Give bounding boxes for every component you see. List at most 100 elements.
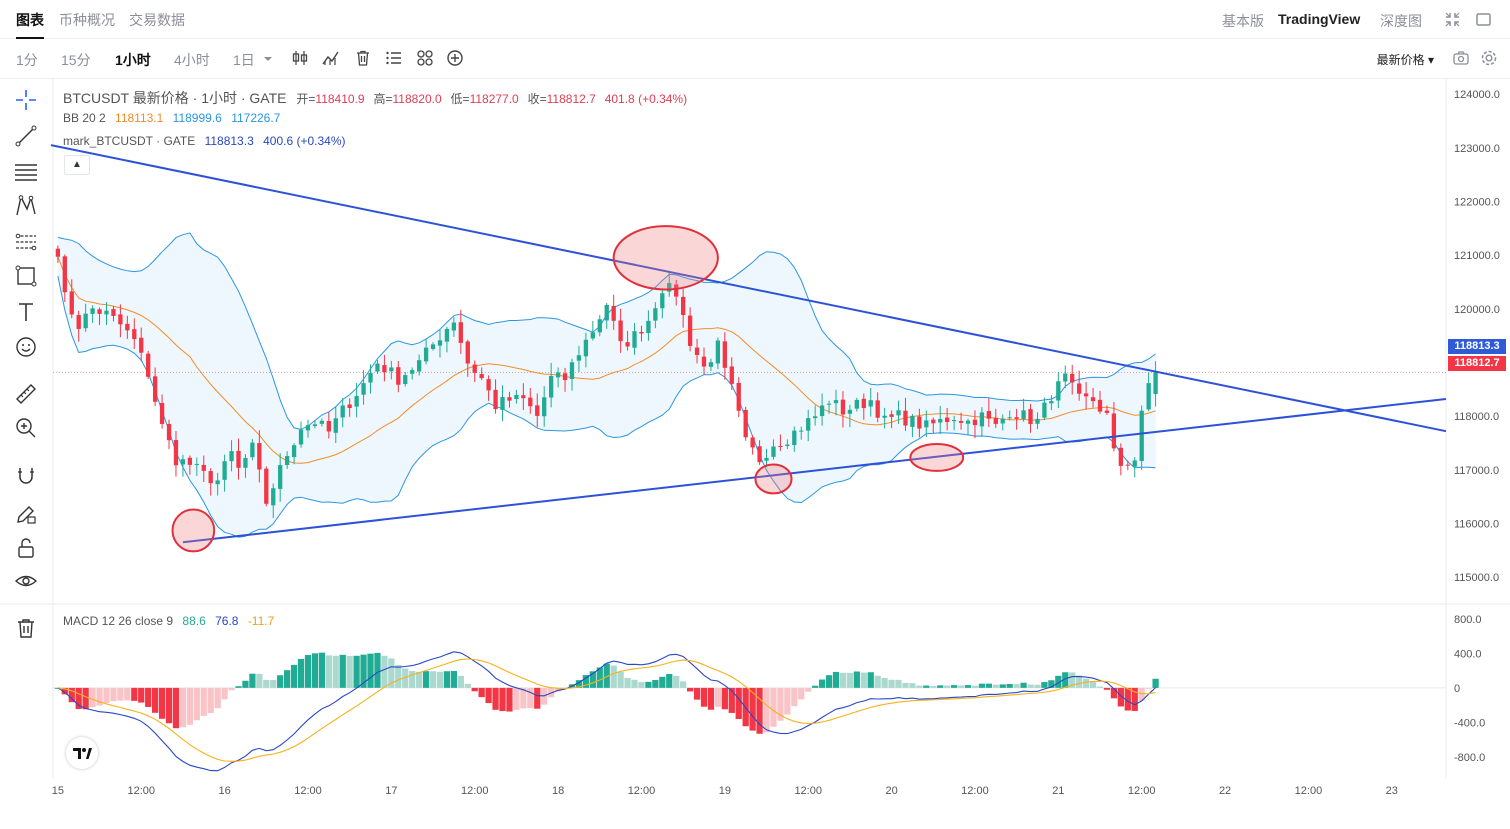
price-axis-label: 124000.0 xyxy=(1454,89,1500,101)
macd-signal-line xyxy=(57,658,1156,762)
macd-histogram-bar xyxy=(422,671,430,688)
candle-body xyxy=(416,360,422,372)
candle-body xyxy=(1035,418,1040,424)
tradingview-logo-icon[interactable] xyxy=(66,737,98,769)
fullscreen-exit-icon[interactable] xyxy=(1444,11,1461,28)
macd-histogram-bar xyxy=(534,687,541,709)
candle-body xyxy=(55,248,61,257)
macd-histogram-bar xyxy=(895,679,902,688)
bollinger-fill xyxy=(57,232,1156,538)
macd-histogram-bar xyxy=(686,687,694,692)
crosshair-icon[interactable] xyxy=(14,88,38,112)
candle-body xyxy=(771,446,776,457)
macd-histogram-bar xyxy=(165,687,173,724)
price-type-select[interactable]: 最新价格 ▾ xyxy=(1376,53,1434,67)
tradingview-view-link[interactable]: TradingView xyxy=(1278,11,1361,27)
macd-histogram-bar xyxy=(582,675,590,688)
trash-icon[interactable] xyxy=(14,616,38,640)
macd-histogram-bar xyxy=(235,686,242,688)
candle-body xyxy=(243,458,248,468)
bollinger-lower-line xyxy=(57,275,1156,538)
macd-value: 88.6 xyxy=(182,614,206,628)
emoji-icon[interactable] xyxy=(14,335,38,359)
tab-coin-overview[interactable]: 币种概况 xyxy=(59,12,115,28)
unlock-icon[interactable] xyxy=(14,536,38,560)
candle-body xyxy=(500,397,505,410)
zoom-in-icon[interactable] xyxy=(14,416,38,440)
macd-histogram-bar xyxy=(429,671,437,688)
candle-body xyxy=(312,424,318,427)
price-axis-label: 116000.0 xyxy=(1454,518,1499,530)
macd-histogram-bar xyxy=(825,675,833,688)
macd-histogram-bar xyxy=(89,687,96,708)
macd-histogram-bar xyxy=(325,655,332,688)
rectangle-icon[interactable] xyxy=(14,264,38,288)
price-axis-label: 117000.0 xyxy=(1454,465,1499,477)
magnet-icon[interactable] xyxy=(14,464,38,488)
mark-label[interactable]: mark_BTCUSDT · GATE xyxy=(63,134,196,148)
timeframe-1m[interactable]: 1分 xyxy=(16,52,38,68)
trend-line-icon[interactable] xyxy=(14,124,38,148)
candle-body xyxy=(215,480,220,485)
delete-icon[interactable] xyxy=(354,49,372,67)
eye-icon[interactable] xyxy=(14,569,38,593)
collapse-legend-button[interactable]: ▲ xyxy=(64,155,90,175)
candle-body xyxy=(521,395,526,399)
high-label: 高= xyxy=(373,92,393,106)
macd-histogram-bar xyxy=(186,687,193,725)
text-icon[interactable] xyxy=(14,300,38,324)
candle-body xyxy=(305,425,311,431)
timeframe-15m[interactable]: 15分 xyxy=(61,52,91,68)
candle-body xyxy=(868,400,873,407)
timeframe-1h[interactable]: 1小时 xyxy=(115,52,151,68)
price-chart[interactable]: 124000.0 123000.0 122000.0 121000.0 120000.0… xyxy=(0,78,1510,829)
macd-histogram-bar xyxy=(263,679,270,688)
macd-histogram-bar xyxy=(492,687,499,710)
macd-line xyxy=(57,651,1156,772)
candle-body xyxy=(743,409,748,438)
candle-body xyxy=(97,309,102,314)
price-axis-label: 115000.0 xyxy=(1454,572,1499,584)
macd-histogram-bar xyxy=(68,687,75,703)
macd-histogram-bar xyxy=(61,687,68,695)
macd-histogram-bar xyxy=(1096,686,1104,688)
indicators-icon[interactable] xyxy=(322,49,340,67)
tab-trading-data[interactable]: 交易数据 xyxy=(129,12,185,28)
symbol-title[interactable]: BTCUSDT 最新价格 · 1小时 · GATE xyxy=(63,90,287,106)
candle-body xyxy=(1000,418,1005,424)
settings-icon[interactable] xyxy=(1480,49,1498,67)
macd-histogram-bar xyxy=(353,655,360,688)
candle-body xyxy=(555,372,561,378)
candle-body xyxy=(1042,402,1047,418)
layout-grid-icon[interactable] xyxy=(416,49,434,67)
ruler-icon[interactable] xyxy=(14,382,38,406)
candle-body xyxy=(139,337,144,353)
timeframe-1d[interactable]: 1日 xyxy=(233,52,255,68)
macd-axis-label: 0 xyxy=(1454,683,1460,695)
add-circle-icon[interactable] xyxy=(446,49,464,67)
touch-highlight-ellipse xyxy=(171,508,216,553)
tab-chart[interactable]: 图表 xyxy=(16,12,44,39)
candle-body xyxy=(903,410,908,426)
fibonacci-icon[interactable] xyxy=(14,230,38,254)
camera-icon[interactable] xyxy=(1452,49,1470,67)
lock-pen-icon[interactable] xyxy=(14,502,38,526)
macd-histogram-bar xyxy=(756,687,763,734)
time-axis-label: 12:00 xyxy=(961,785,989,797)
candle-body xyxy=(875,400,880,418)
window-icon[interactable] xyxy=(1475,11,1492,28)
horizontal-lines-icon[interactable] xyxy=(14,160,38,184)
candle-body xyxy=(764,457,769,461)
pattern-icon[interactable] xyxy=(14,194,38,218)
depth-chart-link[interactable]: 深度图 xyxy=(1380,13,1422,29)
candle-body xyxy=(1014,417,1019,419)
bb-label[interactable]: BB 20 2 xyxy=(63,111,106,125)
chevron-down-icon[interactable] xyxy=(259,49,277,67)
timeframe-4h[interactable]: 4小时 xyxy=(174,52,210,68)
candle-body xyxy=(132,329,137,340)
macd-label[interactable]: MACD 12 26 close 9 xyxy=(63,614,174,628)
basic-view-link[interactable]: 基本版 xyxy=(1222,13,1264,29)
macd-histogram-bar xyxy=(839,672,847,688)
list-icon[interactable] xyxy=(385,49,403,67)
candle-style-icon[interactable] xyxy=(291,49,309,67)
